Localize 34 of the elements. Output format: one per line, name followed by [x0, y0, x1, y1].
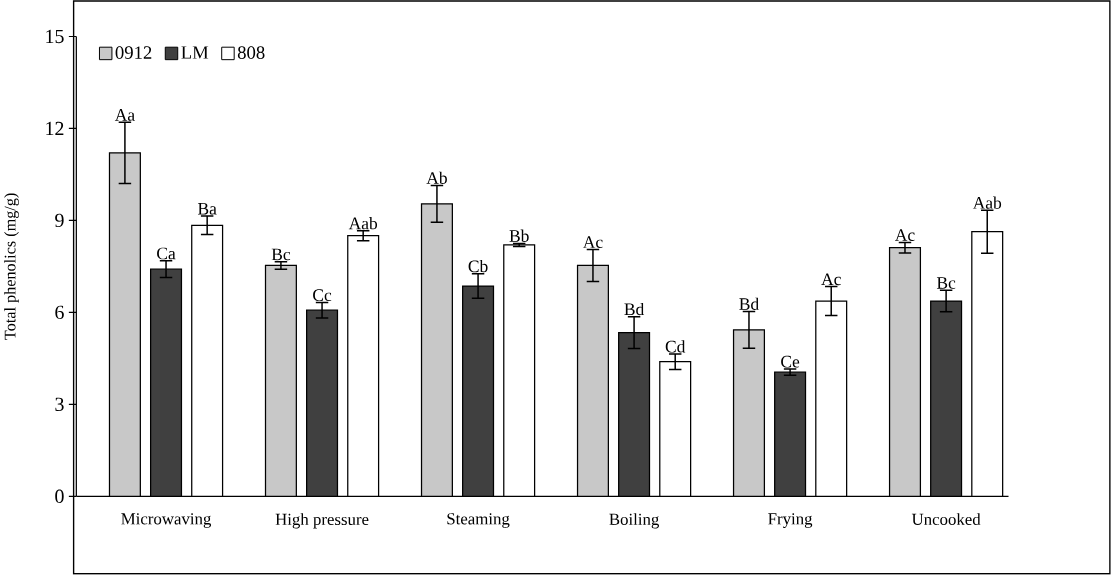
data-label: Ac: [821, 273, 841, 286]
x-tick-label: Boiling: [609, 513, 660, 529]
y-tick-label: 3: [55, 397, 64, 412]
y-tick-label: 15: [46, 29, 64, 44]
data-label: Bd: [624, 302, 645, 316]
data-label: Bb: [509, 229, 529, 242]
data-label: Bc: [936, 277, 956, 289]
data-label: Ac: [582, 236, 603, 249]
data-label: Bd: [739, 297, 759, 311]
legend-label: LM: [181, 46, 209, 59]
x-tick-label: Frying: [768, 513, 813, 529]
data-label: Aa: [114, 109, 135, 121]
x-tick-label: Uncooked: [911, 513, 981, 526]
data-label: Aab: [972, 196, 1002, 209]
x-tick-label: Microwaving: [121, 513, 212, 529]
data-label: Cb: [468, 260, 488, 273]
legend-label: 808: [237, 46, 265, 59]
y-axis-title: Total phenolics (mg/g): [4, 193, 19, 340]
data-label: Cd: [665, 340, 686, 353]
data-label: Aab: [348, 217, 378, 230]
data-label: Ce: [781, 355, 800, 368]
data-label: Bc: [271, 248, 291, 261]
legend-label: 0912: [115, 46, 152, 59]
data-label: Ac: [894, 229, 915, 242]
data-label: Cc: [313, 289, 332, 302]
y-tick-label: 0: [55, 489, 64, 504]
y-tick-label: 6: [55, 305, 64, 320]
y-tick-label: 9: [55, 213, 64, 228]
data-label: Ca: [157, 247, 176, 260]
x-tick-label: High pressure: [275, 513, 369, 529]
x-tick-label: Steaming: [447, 513, 510, 529]
data-label: Ab: [426, 171, 447, 185]
y-tick-label: 12: [46, 121, 64, 136]
data-label: Ba: [197, 203, 217, 215]
